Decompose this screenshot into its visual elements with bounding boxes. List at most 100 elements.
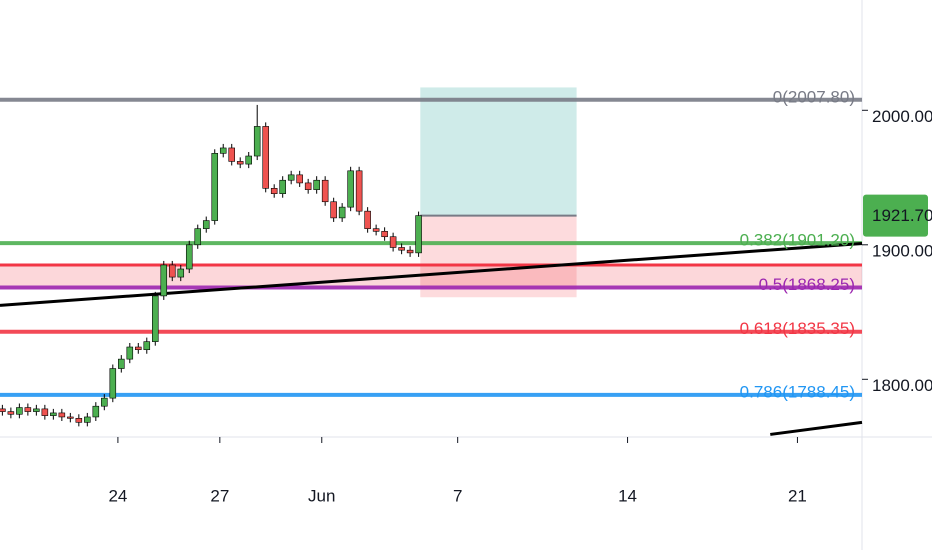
- candle-body: [143, 341, 151, 351]
- candle-body: [126, 346, 134, 360]
- candle: [0, 404, 6, 416]
- candle-body: [270, 188, 278, 194]
- fib-label: 0(2007.80): [773, 87, 855, 106]
- candle-body: [50, 412, 57, 416]
- candle-body: [194, 228, 202, 246]
- candle-body: [24, 407, 32, 412]
- candle: [143, 337, 151, 354]
- candle-body: [101, 397, 108, 407]
- candle-body: [135, 346, 142, 351]
- candle: [177, 264, 185, 282]
- candle-body: [415, 215, 422, 254]
- candle: [253, 104, 261, 161]
- candle-body: [389, 236, 397, 248]
- candle: [355, 166, 363, 216]
- candle-body: [228, 147, 235, 162]
- candle-body: [321, 179, 329, 203]
- candle: [338, 203, 346, 222]
- candle: [194, 224, 202, 249]
- candle-body: [168, 264, 176, 278]
- candle-body: [202, 220, 210, 229]
- candle-body: [398, 247, 405, 251]
- x-tick-label: 7: [453, 486, 462, 505]
- candle: [270, 184, 278, 198]
- candle-body: [58, 412, 66, 418]
- candle-body: [279, 179, 286, 194]
- fib-label: 0.786(1788.45): [740, 382, 855, 401]
- candle-body: [347, 170, 354, 208]
- candle: [101, 394, 108, 411]
- candle: [41, 404, 49, 420]
- candle: [304, 178, 312, 194]
- candle: [58, 408, 66, 421]
- candle: [118, 355, 125, 373]
- candle: [67, 412, 74, 423]
- candle: [321, 176, 329, 206]
- candle-body: [406, 249, 414, 254]
- candle-body: [287, 174, 295, 181]
- candle-body: [245, 155, 252, 165]
- x-tick-label: Jun: [308, 486, 335, 505]
- candle: [236, 157, 244, 169]
- candle: [398, 243, 405, 255]
- last-price-label: 1921.70: [872, 206, 932, 225]
- candle-body: [7, 411, 15, 415]
- candle-body: [219, 147, 227, 154]
- candle: [364, 207, 371, 233]
- candle: [262, 122, 269, 193]
- candle: [415, 211, 422, 257]
- candle: [228, 143, 235, 166]
- candle: [33, 404, 40, 416]
- candle: [185, 240, 193, 274]
- candle-body: [364, 210, 371, 229]
- candle: [219, 143, 227, 158]
- candle: [330, 197, 337, 222]
- candle-body: [75, 418, 83, 423]
- candle-body: [16, 407, 23, 415]
- candle-body: [118, 358, 125, 369]
- candle: [211, 149, 219, 225]
- candle: [135, 342, 142, 354]
- candle: [7, 407, 15, 419]
- candle-body: [313, 179, 320, 190]
- x-tick-label: 27: [210, 486, 229, 505]
- candle: [75, 414, 83, 427]
- candle-body: [338, 206, 346, 219]
- target-zone: [420, 87, 577, 216]
- candle-body: [109, 368, 117, 399]
- candle: [152, 291, 159, 346]
- candle-body: [330, 201, 337, 219]
- candle-body: [185, 244, 193, 270]
- candle-body: [253, 126, 261, 157]
- candle-body: [381, 231, 388, 238]
- fib-label: 0.618(1835.35): [740, 319, 855, 338]
- y-tick-label: 2000.00: [872, 107, 932, 126]
- candle-body: [304, 182, 312, 190]
- candle: [24, 403, 32, 416]
- candle-body: [296, 174, 303, 184]
- candle: [347, 166, 354, 212]
- candle: [202, 216, 210, 233]
- candle-body: [152, 295, 159, 342]
- candle: [50, 408, 57, 420]
- candle: [279, 176, 286, 198]
- candle-body: [262, 126, 269, 189]
- candle: [381, 227, 388, 241]
- candle-body: [33, 408, 40, 412]
- candle: [92, 402, 100, 421]
- candle: [296, 170, 303, 187]
- fib-label: 0.382(1901.20): [740, 231, 855, 250]
- candle: [287, 170, 295, 185]
- candle: [160, 260, 168, 300]
- candle: [84, 412, 91, 427]
- candle-body: [41, 408, 49, 416]
- candle-body: [177, 268, 185, 278]
- candle: [126, 342, 134, 364]
- candle-body: [355, 170, 363, 212]
- y-tick-label: 1900.00: [872, 241, 932, 260]
- fib-label: 0.5(1868.25): [759, 275, 855, 294]
- zone: [0, 264, 862, 290]
- candle: [313, 176, 320, 194]
